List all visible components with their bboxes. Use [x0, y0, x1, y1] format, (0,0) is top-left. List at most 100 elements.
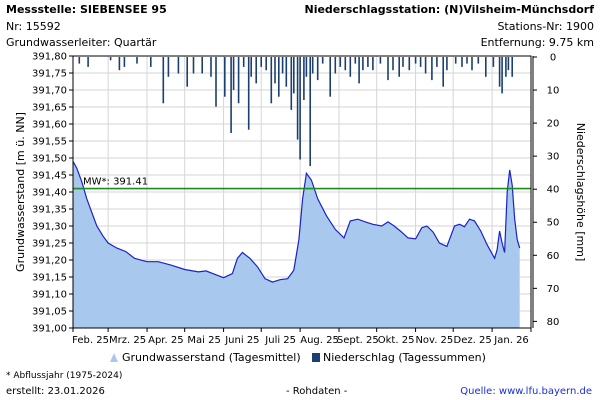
- y-tick-label: 391,55: [32, 137, 67, 148]
- y-tick-label: 391,45: [32, 171, 67, 182]
- precip-bar: [505, 57, 507, 77]
- precip-bar: [466, 57, 468, 64]
- precip-station-number: Stations-Nr: 1900: [497, 20, 594, 33]
- x-tick-label: Sept. 25: [337, 335, 379, 346]
- y2-tick-label: 20: [547, 119, 560, 130]
- precip-bar: [379, 57, 382, 64]
- precip-bar: [293, 57, 295, 94]
- precip-bar: [162, 57, 165, 104]
- precip-bar: [250, 57, 252, 77]
- precip-bar: [186, 57, 188, 87]
- mean-label: MW*: 391.41: [83, 177, 148, 188]
- aquifer-label: Grundwasserleiter: Quartär: [6, 36, 157, 49]
- legend-groundwater: Grundwasserstand (Tagesmittel): [122, 351, 301, 364]
- station-title: Messstelle: SIEBENSEE 95: [6, 3, 167, 16]
- y-tick-label: 391,70: [32, 86, 67, 97]
- precip-bar: [109, 57, 112, 61]
- y-tick-label: 391,15: [32, 273, 67, 284]
- precip-bar: [290, 57, 293, 110]
- x-tick-label: Mai 25: [187, 335, 220, 346]
- precip-bar: [329, 57, 331, 97]
- precip-bar: [431, 57, 433, 81]
- station-number: Nr: 15592: [6, 20, 61, 33]
- precip-bar: [392, 57, 394, 71]
- y-tick-label: 391,60: [32, 120, 67, 131]
- precip-bar: [354, 57, 357, 64]
- x-tick-label: Mrz. 25: [109, 335, 146, 346]
- y-tick-label: 391,35: [32, 205, 67, 216]
- precip-bar: [274, 57, 276, 84]
- y-tick-label: 391,00: [32, 324, 67, 335]
- y2-tick-label: 40: [547, 185, 560, 196]
- precip-station-title: Niederschlagsstation: (N)Vilsheim-Münchs…: [304, 3, 595, 16]
- precip-bar: [309, 57, 311, 167]
- mean-line-group: MW*: 391.41: [73, 177, 531, 190]
- source-link[interactable]: Quelle: www.lfu.bayern.de: [460, 385, 592, 398]
- precip-bar: [210, 57, 212, 77]
- precip-bar: [367, 57, 369, 67]
- precip-bar: [311, 57, 314, 74]
- y2-tick-label: 80: [547, 317, 560, 328]
- y-tick-label: 391,05: [32, 307, 67, 318]
- y2-axis-label: Niederschlagshöhe [mm]: [574, 123, 587, 262]
- precip-bar: [344, 57, 347, 71]
- precip-bar: [265, 57, 267, 71]
- x-tick-label: Nov. 25: [415, 335, 453, 346]
- precip-bar: [78, 57, 81, 64]
- y2-tick-label: 10: [547, 86, 560, 97]
- precip-bar: [305, 57, 308, 77]
- created-date: erstellt: 23.01.2026: [6, 386, 105, 397]
- precip-bar: [299, 57, 301, 160]
- precip-bar: [498, 57, 501, 87]
- precip-bar: [224, 57, 226, 97]
- precip-bar: [372, 57, 374, 71]
- groundwater-area: [72, 161, 521, 328]
- precip-bar: [303, 57, 305, 100]
- precip-bar: [501, 57, 503, 94]
- precip-bar: [349, 57, 352, 77]
- source-link-text[interactable]: Quelle: www.lfu.bayern.de: [460, 386, 592, 397]
- x-tick-label: Jan. 26: [493, 335, 529, 346]
- precip-bar: [358, 57, 360, 84]
- y2-tick-label: 70: [547, 284, 560, 295]
- precip-bar: [334, 57, 337, 74]
- distance-label: Entfernung: 9.75 km: [480, 36, 594, 49]
- precip-bar: [461, 57, 463, 67]
- x-tick-label: Okt. 25: [378, 335, 415, 346]
- precip-bar: [167, 57, 170, 77]
- precip-bar: [201, 57, 203, 74]
- precip-bar: [242, 57, 245, 67]
- groundwater-fill: [73, 161, 520, 328]
- x-tick-label: Juni 25: [224, 335, 259, 346]
- precip-bar: [281, 57, 284, 74]
- precip-bar: [408, 57, 411, 71]
- precip-bar: [419, 57, 422, 67]
- precip-bar: [485, 57, 487, 77]
- precip-bar: [255, 57, 257, 84]
- precip-bar: [215, 57, 217, 107]
- x-tick-label: Feb. 25: [72, 335, 109, 346]
- precip-bar: [446, 57, 448, 71]
- precip-bar: [260, 57, 262, 67]
- precipitation-bars: [78, 57, 513, 167]
- precip-bar: [339, 57, 342, 67]
- y-tick-label: 391,10: [32, 290, 67, 301]
- y-tick-label: 391,30: [32, 222, 67, 233]
- precip-bar: [436, 57, 438, 67]
- y2-tick-label: 30: [547, 152, 560, 163]
- precip-bar: [477, 57, 480, 64]
- x-tick-label: Aug. 25: [300, 335, 339, 346]
- legend-swatch-precip: [312, 353, 320, 362]
- rawdata-note: - Rohdaten -: [286, 386, 348, 397]
- precip-bar: [321, 57, 324, 64]
- precip-bar: [387, 57, 389, 81]
- y-tick-label: 391,50: [32, 154, 67, 165]
- precip-bar: [247, 57, 250, 130]
- precip-bar: [278, 57, 280, 97]
- precip-bar: [285, 57, 288, 87]
- precip-bar: [192, 57, 195, 74]
- x-tick-label: Dez. 25: [454, 335, 492, 346]
- legend-precip: Niederschlag (Tagessummen): [323, 351, 486, 364]
- y-axis-label: Grundwasserstand [m ü. NN]: [14, 112, 27, 272]
